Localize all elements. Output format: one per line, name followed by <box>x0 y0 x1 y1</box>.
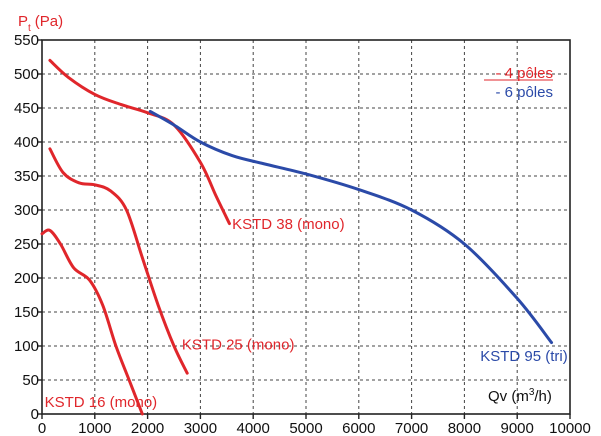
y-tick-label: 50 <box>22 372 39 389</box>
y-tick-label: 500 <box>14 66 39 83</box>
series-line-3 <box>148 109 554 345</box>
x-tick-label: 1000 <box>78 420 111 436</box>
series-line-2 <box>48 58 231 226</box>
y-tick-label: 150 <box>14 304 39 321</box>
y-axis-ticks: 0 50 100 150 200 250 300 350 400 450 500 550 <box>14 32 42 423</box>
x-tick-label: 6000 <box>342 420 375 436</box>
y-tick-label: 550 <box>14 32 39 49</box>
series-line-1 <box>48 147 189 375</box>
y-tick-label: 200 <box>14 270 39 287</box>
y-tick-label: 250 <box>14 236 39 253</box>
y-axis-title-main: P <box>18 13 28 30</box>
x-tick-label: 8000 <box>448 420 481 436</box>
x-tick-label: 0 <box>38 420 46 436</box>
curves <box>40 58 554 416</box>
x-tick-label: 10000 <box>549 420 591 436</box>
legend: - 4 pôles - 6 pôles <box>484 65 553 101</box>
y-tick-label: 0 <box>31 406 39 423</box>
series-label-1: KSTD 25 (mono) <box>182 336 295 353</box>
x-axis-title-pre: Qv (m <box>488 388 529 405</box>
curve-labels: KSTD 16 (mono) KSTD 25 (mono) KSTD 38 (mon… <box>45 216 568 411</box>
y-axis-title-sub: t <box>28 23 31 34</box>
legend-item-6-poles: - 6 pôles <box>495 84 553 101</box>
x-tick-label: 7000 <box>395 420 428 436</box>
series-line-0 <box>40 228 144 416</box>
y-tick-label: 450 <box>14 100 39 117</box>
x-tick-label: 2000 <box>131 420 164 436</box>
series-label-2: KSTD 38 (mono) <box>232 216 345 233</box>
x-axis-title: Qv (m3/h) <box>488 387 552 405</box>
y-tick-label: 400 <box>14 134 39 151</box>
x-tick-label: 9000 <box>501 420 534 436</box>
x-axis-title-sup: 3 <box>529 387 535 398</box>
x-axis-title-post: /h) <box>534 388 552 405</box>
y-axis-title-unit: (Pa) <box>35 13 63 30</box>
series-label-3: KSTD 95 (tri) <box>480 348 568 365</box>
x-axis-ticks: 0 1000 2000 3000 4000 5000 6000 7000 8000 9000 100… <box>38 414 591 436</box>
y-axis-title: Pt (Pa) <box>18 13 63 34</box>
y-tick-label: 300 <box>14 202 39 219</box>
x-tick-label: 4000 <box>237 420 270 436</box>
series-label-0: KSTD 16 (mono) <box>45 394 158 411</box>
legend-item-4-poles: - 4 pôles <box>495 65 553 82</box>
y-tick-label: 350 <box>14 168 39 185</box>
x-tick-label: 5000 <box>289 420 322 436</box>
x-tick-label: 3000 <box>184 420 217 436</box>
y-tick-label: 100 <box>14 338 39 355</box>
